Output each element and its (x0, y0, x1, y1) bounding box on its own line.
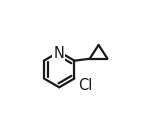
Text: Cl: Cl (78, 78, 92, 93)
Text: N: N (53, 46, 64, 61)
